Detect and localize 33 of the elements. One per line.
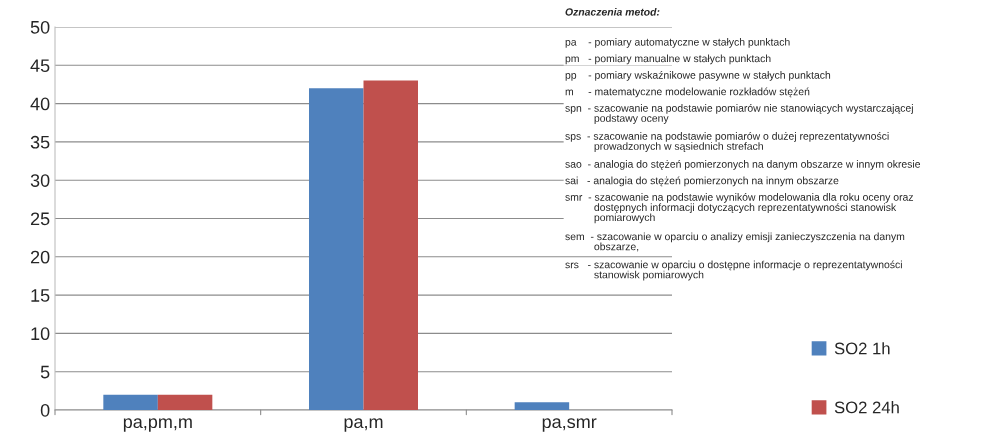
bar xyxy=(363,80,418,410)
annotation: sao - analogia do stężeń pomierzonych na danym obszarze w innym okresie xyxy=(565,160,921,170)
y-tick-label: 25 xyxy=(30,212,50,226)
bar xyxy=(157,394,213,410)
y-tick-label: 35 xyxy=(30,135,50,149)
x-tick-label: pa,pm,m xyxy=(123,418,192,432)
y-tick-label: 0 xyxy=(40,403,50,417)
y-tick-label: 15 xyxy=(31,289,50,302)
annotation: srs - szacowanie w oparciu o dostępne informacje o reprezentatywności stanowisk pomiarowych xyxy=(565,260,902,281)
annotation: m - matematyczne modelowanie rozkładów stężeń xyxy=(565,87,810,98)
bar xyxy=(514,402,570,410)
y-tick-label: 10 xyxy=(31,327,50,341)
x-tick-label: pa,m xyxy=(344,418,383,432)
text: Oznaczenia metod: xyxy=(565,8,660,16)
y-tick-label: 5 xyxy=(40,365,50,379)
y-tick-label: 45 xyxy=(30,59,50,73)
annotation: pm - pomiary manualne w stałych punktach xyxy=(565,54,771,65)
x-tick-label: pa,smr xyxy=(542,418,597,432)
y-tick-label: 50 xyxy=(30,20,50,34)
bar xyxy=(103,394,158,410)
annotation: sem - szacowanie w oparciu o analizy emisji zanieczyszczenia na danym obszarze, xyxy=(565,232,905,252)
bar xyxy=(309,88,364,410)
y-tick-label: 40 xyxy=(30,97,50,111)
annotation: pp - pomiary wskaźnikowe pasywne w stałych punktach xyxy=(565,71,831,81)
annotation: sps - szacowanie na podstawie pomiarów o dużej reprezentatywności prowadzonych w sąsiednich strefach xyxy=(565,132,889,152)
y-tick-label: 30 xyxy=(30,174,50,187)
legend-label: SO2 1h xyxy=(834,342,890,355)
annotation: spn - szacowanie na podstawie pomiarów nie stanowiących wystarczającej podstawy oceny xyxy=(565,104,913,124)
annotation: pa - pomiary automatyczne w stałych punktach xyxy=(565,38,790,48)
legend-label: SO2 24h xyxy=(834,401,899,414)
y-tick-label: 20 xyxy=(30,250,50,264)
annotation: sai - analogia do stężeń pomierzonych na innym obszarze xyxy=(565,176,839,187)
annotation: smr - szacowanie na podstawie wyników modelowania dla roku oceny oraz dostępnych informacji dotyczących reprezentatywności stanowisk pomiarowych xyxy=(565,193,914,224)
